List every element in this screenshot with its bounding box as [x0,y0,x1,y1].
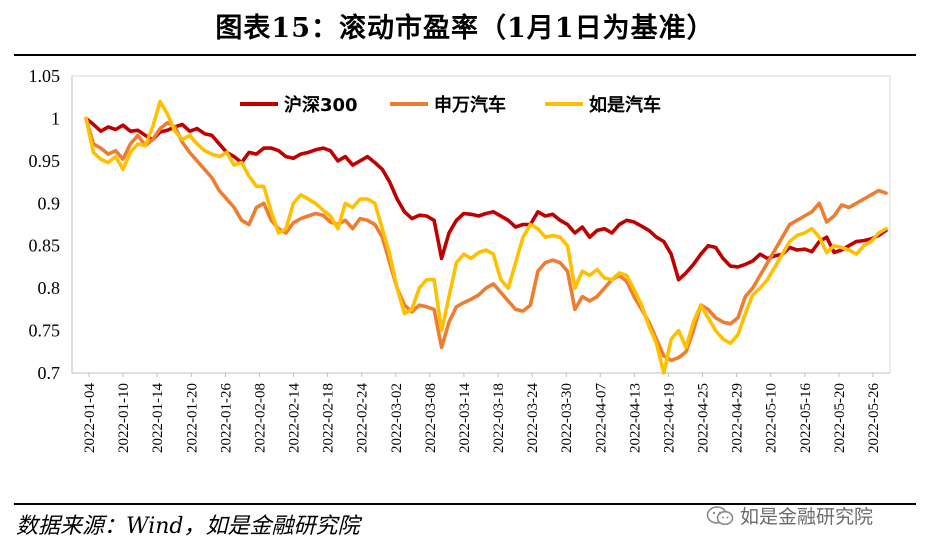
y-tick-label: 1.05 [29,66,61,86]
chart-series [84,99,888,375]
x-tick-label: 2022-04-13 [627,383,643,453]
source-note: 数据来源：Wind，如是金融研究院 [16,514,360,539]
title-divider [14,54,916,56]
footer-divider [14,503,916,505]
x-tick-label: 2022-03-24 [525,383,541,453]
x-tick-label: 2022-02-18 [321,383,337,453]
x-tick-label: 2022-01-26 [218,383,234,453]
x-tick-label: 2022-04-25 [696,383,712,453]
x-tick-label: 2022-04-07 [593,383,609,453]
series-line-1 [84,116,888,282]
x-tick-label: 2022-01-14 [150,383,166,453]
x-tick-label: 2022-01-04 [82,383,98,453]
series-line-2 [84,116,888,363]
x-tick-label: 2022-03-02 [389,383,405,453]
x-tick-label: 2022-02-14 [287,383,303,453]
y-tick-label: 0.85 [29,236,61,256]
x-tick-label: 2022-05-20 [832,383,848,453]
line-chart: 0.7 0.75 0.8 0.85 0.9 0.95 1 1.05 2022-01-04 2022… [29,66,891,453]
y-tick-label: 0.75 [29,321,61,341]
watermark-text: 如是金融研究院 [740,506,874,528]
plot-border [71,75,891,374]
x-tick-label: 2022-03-14 [457,383,473,453]
legend-label-1: 沪深300 [284,94,358,116]
y-tick-label: 0.8 [38,278,61,298]
x-tick-label: 2022-01-10 [116,383,132,453]
x-tick-label: 2022-04-19 [661,383,677,453]
x-tick-label: 2022-02-24 [355,383,371,453]
y-tick-label: 0.7 [38,363,61,383]
x-tick-label: 2022-02-08 [252,383,268,453]
series-line-3 [84,99,888,375]
chart-legend: 沪深300 申万汽车 如是汽车 [240,94,661,116]
chart-axes: 0.7 0.75 0.8 0.85 0.9 0.95 1 1.05 2022-01-04 2022… [29,66,891,453]
x-tick-label: 2022-03-18 [491,383,507,453]
legend-label-3: 如是汽车 [589,94,661,116]
chart-title: 图表15：滚动市盈率（1月1日为基准） [215,13,715,44]
x-tick-label: 2022-05-26 [866,383,882,453]
y-tick-label: 0.95 [29,151,61,171]
wechat-icon [706,505,734,525]
y-tick-label: 1 [51,108,60,128]
x-tick-label: 2022-01-20 [184,383,200,453]
x-tick-label: 2022-05-10 [764,383,780,453]
watermark: 如是金融研究院 [706,502,873,529]
x-tick-label: 2022-04-29 [730,383,746,453]
x-tick-label: 2022-05-16 [798,383,814,453]
x-tick-label: 2022-03-08 [423,383,439,453]
y-tick-label: 0.9 [38,193,61,213]
x-tick-label: 2022-03-30 [559,383,575,453]
legend-label-2: 申万汽车 [434,94,506,116]
